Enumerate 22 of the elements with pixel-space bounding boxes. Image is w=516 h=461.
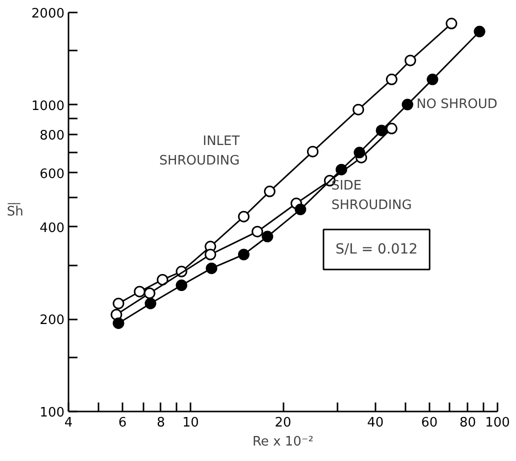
annotation: S/L = 0.012 <box>336 242 418 258</box>
x-tick-label: 8 <box>156 416 166 430</box>
y-tick-label: 2000 <box>31 6 65 22</box>
x-tick-label: 6 <box>118 416 127 430</box>
x-tick-label: 10 <box>182 416 199 430</box>
x-tick-label: 40 <box>367 416 384 430</box>
x-tick-label: 80 <box>459 416 476 430</box>
x-tick-label: 60 <box>421 416 438 430</box>
y-tick-label: 800 <box>40 128 65 144</box>
y-tick-label: 200 <box>40 313 65 328</box>
x-axis-title: Re x 10⁻² <box>252 434 314 450</box>
y-tick-label: 400 <box>40 220 65 236</box>
x-tick-label: 20 <box>274 416 292 430</box>
text: INLET SHROUDING <box>159 134 240 169</box>
y-tick-label: 100 <box>40 406 65 420</box>
y-tick-label: 600 <box>40 166 65 182</box>
x-tick-label: 4 <box>64 416 73 430</box>
y-axis-title: S̅h̅ <box>6 203 24 220</box>
y-tick-label: 1000 <box>31 98 65 114</box>
series-label: SIDE SHROUDING <box>331 178 412 213</box>
x-tick-label: 100 <box>485 416 510 430</box>
series-label: NO SHROUD <box>416 97 498 112</box>
